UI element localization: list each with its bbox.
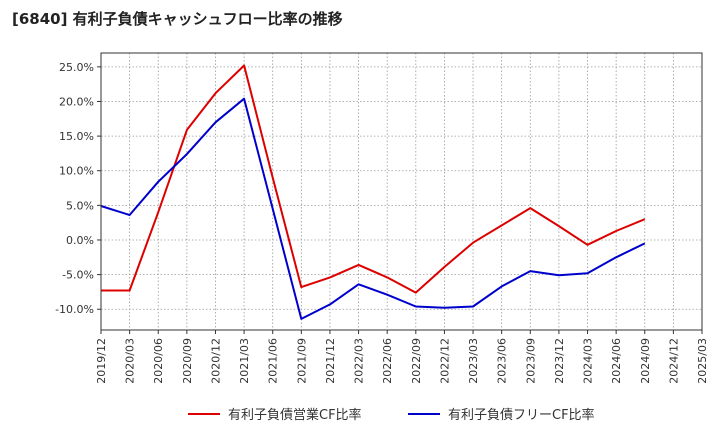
x-tick-label: 2021/09 <box>295 338 308 384</box>
x-tick-label: 2023/12 <box>553 338 566 384</box>
y-tick-label: 5.0% <box>66 199 94 212</box>
x-tick-label: 2023/06 <box>496 338 509 384</box>
x-tick-label: 2022/03 <box>353 338 366 384</box>
x-tick-label: 2024/06 <box>610 338 623 384</box>
plot-frame <box>100 52 703 331</box>
y-axis: -10.0% -5.0% 0.0% 5.0% 10.0% 15.0% 20.0% 25.0% <box>55 61 101 316</box>
series-lines <box>100 64 646 320</box>
y-tick-label: 0.0% <box>66 234 94 247</box>
x-tick-label: 2024/03 <box>582 338 595 384</box>
x-tick-label: 2022/09 <box>410 338 423 384</box>
y-tick-label: 15.0% <box>59 130 94 143</box>
y-tick-label: -5.0% <box>62 269 94 282</box>
x-tick-label: 2024/12 <box>667 338 680 384</box>
x-tick-label: 2019/12 <box>95 338 108 384</box>
x-tick-label: 2023/03 <box>467 338 480 384</box>
legend-label-2: 有利子負債フリーCF比率 <box>448 407 595 423</box>
y-tick-label: 20.0% <box>59 95 94 108</box>
x-tick-label: 2022/12 <box>438 338 451 384</box>
x-tick-label: 2020/06 <box>152 338 165 384</box>
y-tick-label: -10.0% <box>55 303 94 316</box>
x-tick-label: 2022/06 <box>381 338 394 384</box>
legend-label-1: 有利子負債営業CF比率 <box>228 407 362 423</box>
x-tick-label: 2021/03 <box>238 338 251 384</box>
x-tick-label: 2020/12 <box>209 338 222 384</box>
x-axis: 2019/12 2020/03 2020/06 2020/09 2020/12 2021/… <box>95 330 709 384</box>
chart-title: [6840] 有利子負債キャッシュフロー比率の推移 <box>12 10 343 28</box>
x-tick-label: 2021/12 <box>324 338 337 384</box>
x-tick-label: 2025/03 <box>696 338 709 384</box>
x-tick-label: 2024/09 <box>639 338 652 384</box>
series-line-2 <box>100 97 646 320</box>
x-tick-label: 2023/09 <box>524 338 537 384</box>
y-tick-label: 10.0% <box>59 165 94 178</box>
x-tick-label: 2020/03 <box>124 338 137 384</box>
y-tick-label: 25.0% <box>59 61 94 74</box>
x-tick-label: 2020/09 <box>181 338 194 384</box>
series-line-1 <box>101 64 646 294</box>
grid-lines <box>101 53 702 330</box>
legend: 有利子負債営業CF比率 有利子負債フリーCF比率 <box>188 407 595 423</box>
x-tick-label: 2021/06 <box>267 338 280 384</box>
